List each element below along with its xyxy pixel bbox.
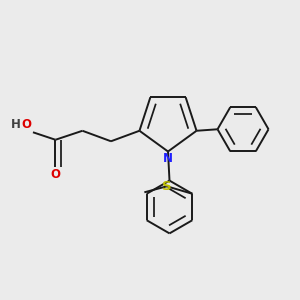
Text: O: O (22, 118, 32, 131)
Text: H: H (11, 118, 20, 131)
Text: O: O (50, 168, 61, 181)
Text: S: S (162, 180, 172, 193)
Text: N: N (163, 152, 173, 165)
